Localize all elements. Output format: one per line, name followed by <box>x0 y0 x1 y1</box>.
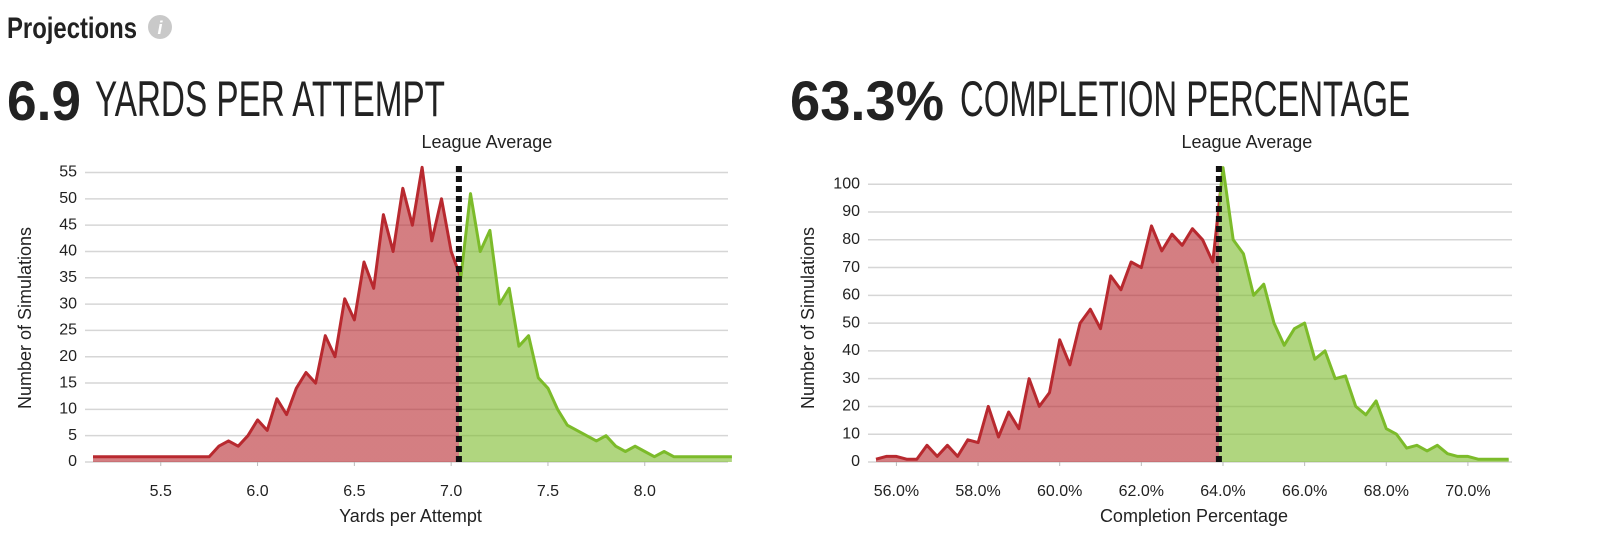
y-tick-label: 30 <box>842 370 860 387</box>
y-tick-label: 60 <box>842 287 860 304</box>
x-tick-label: 60.0% <box>1037 483 1082 500</box>
y-tick-label: 80 <box>842 231 860 248</box>
density-line <box>875 166 1509 461</box>
y-tick-label: 50 <box>842 314 860 331</box>
y-tick-label: 35 <box>59 269 77 286</box>
y-tick-label: 40 <box>59 243 77 260</box>
area-fill <box>93 167 732 463</box>
y-tick-label: 5 <box>68 427 77 444</box>
density-line <box>93 165 732 459</box>
y-axis-title: Number of Simulations <box>15 227 35 409</box>
y-tick-label: 70 <box>842 259 860 276</box>
x-tick-label: 5.5 <box>150 483 172 500</box>
y-tick-label: 40 <box>842 342 860 359</box>
reference-label: League Average <box>1182 132 1313 152</box>
info-icon[interactable] <box>148 15 172 39</box>
headline-label: YARDS PER ATTEMPT <box>95 71 445 127</box>
y-tick-label: 50 <box>59 190 77 207</box>
headline-value: 63.3% <box>790 69 944 132</box>
info-icon-glyph: i <box>157 18 163 38</box>
y-axis-title: Number of Simulations <box>798 227 818 409</box>
x-tick-label: 70.0% <box>1445 483 1490 500</box>
y-tick-label: 15 <box>59 374 77 391</box>
x-axis-title: Yards per Attempt <box>339 506 482 526</box>
y-tick-label: 90 <box>842 203 860 220</box>
y-tick-label: 25 <box>59 322 77 339</box>
x-tick-label: 68.0% <box>1364 483 1409 500</box>
y-tick-label: 100 <box>833 175 860 192</box>
section-title: Projections <box>7 12 137 45</box>
y-tick-label: 30 <box>59 295 77 312</box>
y-tick-label: 20 <box>842 398 860 415</box>
x-tick-label: 8.0 <box>634 483 656 500</box>
headline-label: COMPLETION PERCENTAGE <box>960 71 1410 127</box>
x-tick-label: 66.0% <box>1282 483 1327 500</box>
x-tick-label: 6.5 <box>343 483 365 500</box>
x-tick-label: 62.0% <box>1119 483 1164 500</box>
headline-value: 6.9 <box>7 69 81 132</box>
x-tick-label: 7.5 <box>537 483 559 500</box>
y-tick-label: 0 <box>68 453 77 470</box>
area-fill <box>876 167 1509 462</box>
y-tick-label: 10 <box>842 425 860 442</box>
x-tick-label: 56.0% <box>874 483 919 500</box>
y-tick-label: 0 <box>851 453 860 470</box>
y-tick-label: 55 <box>59 164 77 181</box>
x-axis-title: Completion Percentage <box>1100 506 1288 526</box>
x-tick-label: 64.0% <box>1200 483 1245 500</box>
x-tick-label: 6.0 <box>246 483 268 500</box>
x-tick-label: 58.0% <box>955 483 1000 500</box>
y-tick-label: 45 <box>59 216 77 233</box>
x-tick-label: 7.0 <box>440 483 462 500</box>
y-tick-label: 10 <box>59 401 77 418</box>
y-tick-label: 20 <box>59 348 77 365</box>
reference-label: League Average <box>422 132 553 152</box>
